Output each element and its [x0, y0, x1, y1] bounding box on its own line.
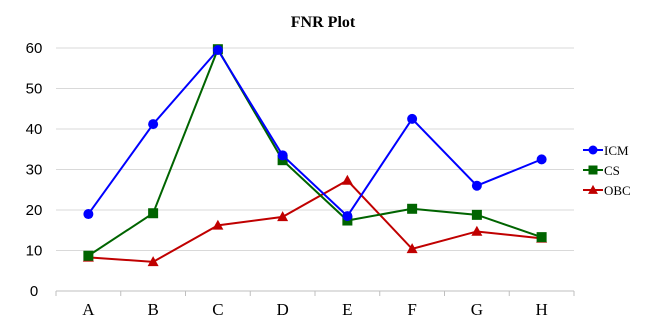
y-tick-label: 20 — [26, 202, 43, 219]
series-line — [87, 46, 542, 257]
x-tick-label: B — [147, 300, 158, 319]
data-point — [406, 243, 418, 254]
data-point — [212, 45, 223, 56]
data-point — [148, 119, 159, 130]
data-point — [471, 209, 482, 220]
legend-marker — [588, 145, 598, 155]
y-tick-label: 30 — [26, 162, 43, 179]
x-tick-label: H — [535, 300, 547, 319]
y-tick-label: 50 — [26, 81, 43, 98]
data-point — [341, 174, 353, 185]
y-axis-ticks: 0 10 20 30 40 50 60 — [26, 40, 43, 300]
y-tick-label: 10 — [26, 243, 43, 260]
x-tick-label: G — [471, 300, 483, 319]
grid-layer — [56, 47, 574, 292]
series-line — [87, 48, 543, 218]
y-tick-label: 40 — [26, 121, 43, 138]
data-point — [83, 209, 94, 220]
data-point — [277, 211, 289, 222]
legend-item-icm: ICM — [583, 143, 629, 158]
data-point — [407, 113, 418, 124]
legend-label: CS — [604, 163, 620, 178]
legend-item-obc: OBC — [583, 183, 631, 198]
data-point — [536, 232, 547, 243]
legend-marker — [588, 184, 598, 194]
data-point — [342, 211, 353, 222]
data-point — [148, 208, 159, 219]
data-point — [536, 154, 547, 165]
data-point — [407, 203, 418, 214]
data-point — [471, 225, 483, 236]
legend-marker — [588, 165, 598, 175]
series-line — [88, 179, 542, 263]
data-point — [212, 219, 224, 230]
x-tick-label: C — [212, 300, 223, 319]
data-point — [147, 256, 159, 267]
data-point — [471, 180, 482, 191]
x-axis-ticks: A B C D E F G H — [55, 291, 575, 319]
data-point — [83, 250, 94, 261]
series-layer — [82, 44, 548, 267]
series-icm — [83, 45, 547, 222]
legend-label: OBC — [604, 183, 631, 198]
x-tick-label: D — [276, 300, 288, 319]
x-tick-label: A — [82, 300, 95, 319]
x-tick-label: E — [342, 300, 352, 319]
legend-label: ICM — [604, 143, 629, 158]
y-tick-label: 0 — [30, 283, 38, 300]
series-obc — [82, 174, 548, 267]
legend-item-cs: CS — [583, 163, 620, 178]
legend: ICM CS OBC — [583, 143, 631, 198]
x-tick-label: F — [407, 300, 416, 319]
data-point — [277, 150, 288, 161]
y-tick-label: 60 — [26, 40, 43, 57]
chart-title: FNR Plot — [291, 14, 356, 31]
